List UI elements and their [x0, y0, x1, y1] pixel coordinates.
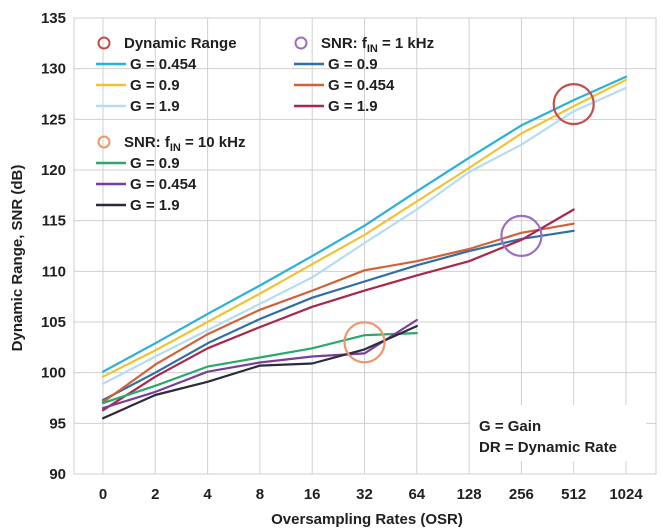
legend-snr-1khz-entry-label: G = 0.9: [328, 56, 378, 73]
grid: [73, 17, 657, 475]
x-tick-label: 8: [256, 486, 264, 503]
series-lines: [101, 75, 628, 420]
x-tick-label: 16: [304, 486, 321, 503]
legend-dynamic-range-entry-label: G = 0.9: [130, 77, 180, 94]
y-tick-label: 90: [49, 466, 66, 483]
highlight-circle: [343, 321, 386, 364]
y-tick-label: 120: [41, 162, 66, 179]
legend-snr-1khz-title: SNR: fIN = 1 kHz: [321, 35, 434, 55]
legend-snr-1khz-entry-label: G = 1.9: [328, 98, 378, 115]
series-line: [101, 332, 418, 405]
series-line: [101, 78, 628, 378]
note-text: G = Gain: [479, 418, 541, 435]
series-line: [101, 229, 575, 402]
series-line: [101, 75, 628, 373]
y-tick-label: 115: [42, 213, 66, 230]
x-tick-label: 512: [561, 486, 586, 503]
series-line: [101, 208, 575, 412]
legend-snr-1khz-entry-label: G = 0.454: [328, 77, 395, 94]
y-axis-title: Dynamic Range, SNR (dB): [9, 165, 26, 352]
y-tick-label: 110: [42, 263, 66, 280]
x-tick-label: 1024: [609, 486, 643, 503]
highlight-circles: [343, 83, 595, 364]
x-tick-label: 64: [408, 486, 425, 503]
legend-snr-1khz-marker: [294, 36, 308, 50]
x-tick-label: 32: [356, 486, 373, 503]
legend-dynamic-range-title: Dynamic Range: [124, 35, 237, 52]
series-line: [101, 318, 418, 410]
series-line: [101, 325, 418, 420]
series-line: [101, 222, 575, 404]
highlight-circle: [500, 214, 543, 257]
y-tick-labels: 90 95 100 105 110 115 120 125 130 135: [41, 10, 66, 483]
legend-snr-10khz-entry-label: G = 0.454: [130, 176, 197, 193]
y-tick-label: 125: [41, 111, 66, 128]
y-tick-label: 130: [41, 61, 66, 78]
legend-snr-10khz-marker: [97, 135, 111, 149]
notes-box: G = Gain DR = Dynamic Rate: [470, 405, 646, 461]
x-tick-label: 128: [457, 486, 482, 503]
legend-snr-10khz-entry-label: G = 1.9: [130, 197, 180, 214]
x-tick-label: 256: [509, 486, 534, 503]
series-line: [101, 86, 628, 385]
legend-snr-10khz-title: SNR: fIN = 10 kHz: [124, 134, 245, 154]
legend-dynamic-range-entry-label: G = 0.454: [130, 56, 197, 73]
highlight-circle: [552, 83, 595, 126]
y-tick-label: 135: [41, 10, 66, 27]
y-tick-label: 100: [41, 365, 66, 382]
x-tick-label: 0: [99, 486, 107, 503]
x-tick-label: 2: [151, 486, 159, 503]
notes-background: [470, 405, 646, 461]
legend-dynamic-range-entry-label: G = 1.9: [130, 98, 180, 115]
legend: Dynamic Range G = 0.454 G = 0.9 G = 1.9 SNR:…: [96, 35, 434, 214]
note-text: DR = Dynamic Rate: [479, 439, 617, 456]
x-tick-label: 4: [203, 486, 212, 503]
x-axis-title: Oversampling Rates (OSR): [271, 511, 463, 528]
legend-snr-10khz-entry-label: G = 0.9: [130, 155, 180, 172]
y-tick-label: 95: [49, 415, 66, 432]
legend-dynamic-range-marker: [97, 36, 111, 50]
x-tick-labels: 0 2 4 8 16 32 64 128 256 512 1024: [99, 486, 644, 503]
y-tick-label: 105: [41, 314, 66, 331]
